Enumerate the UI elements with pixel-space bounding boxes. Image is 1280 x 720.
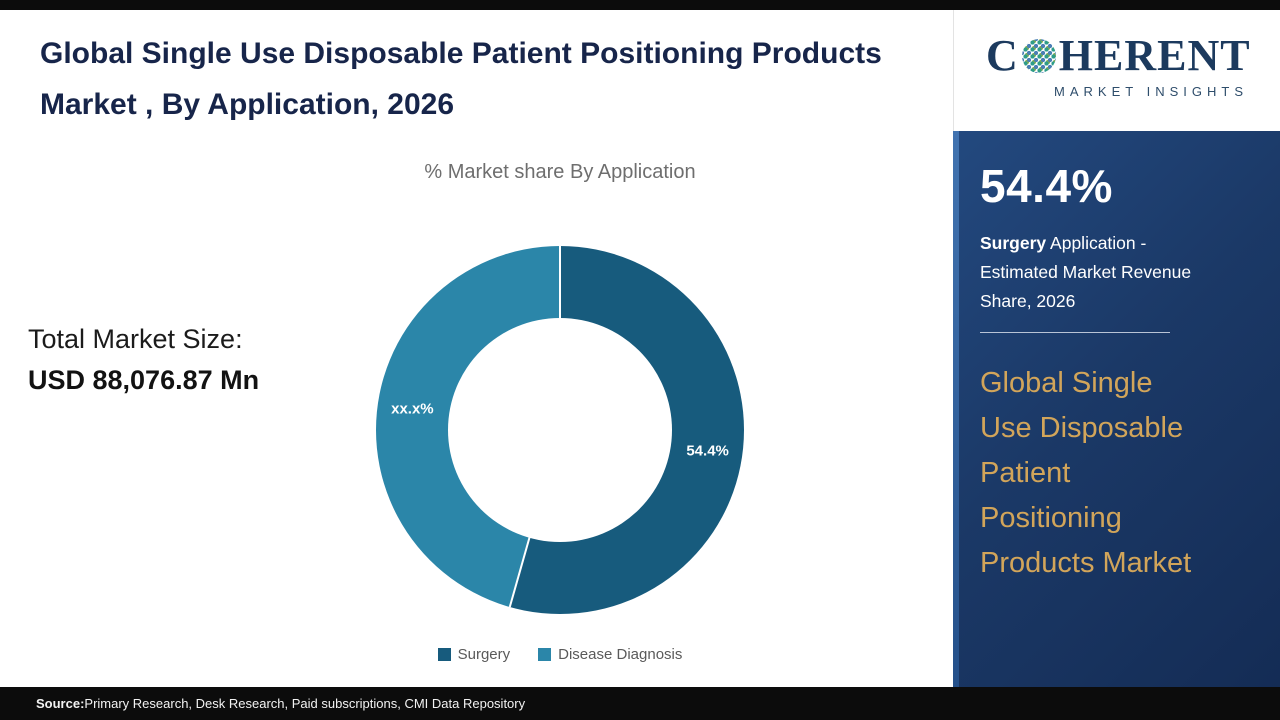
market-size-value: USD 88,076.87 Mn <box>28 365 260 395</box>
logo-text-c: C <box>986 31 1019 80</box>
logo-subtitle: MARKET INSIGHTS <box>1054 84 1248 99</box>
source-text: Primary Research, Desk Research, Paid su… <box>84 696 526 711</box>
source-label: Source: <box>36 696 85 711</box>
sidebar: C HERENT MARKET INSIGHTS 54.4% Surgery A… <box>953 10 1280 687</box>
bottom-source-bar: Source: Primary Research, Desk Research,… <box>0 687 1280 720</box>
logo-text-herent: HERENT <box>1058 31 1251 80</box>
stat-value: 54.4% <box>980 160 1113 212</box>
top-border-bar <box>0 0 1280 10</box>
sidebar-market-name: Global Single Use Disposable Patient Pos… <box>980 367 1192 579</box>
legend-swatch-surgery <box>437 648 451 661</box>
sidebar-panel: 54.4% Surgery Application - Estimated Ma… <box>953 131 1280 687</box>
legend-label-surgery: Surgery <box>457 646 511 663</box>
legend-item-surgery: Surgery <box>437 646 511 663</box>
slice-label-surgery: 54.4% <box>686 442 729 460</box>
legend-item-disease-diagnosis: Disease Diagnosis <box>538 646 682 663</box>
legend-swatch-disease-diagnosis <box>538 648 552 661</box>
stat-description: Surgery Application - Estimated Market R… <box>980 229 1195 316</box>
brand-logo: C HERENT MARKET INSIGHTS <box>953 10 1280 131</box>
globe-icon <box>1021 39 1056 73</box>
donut-hole <box>448 318 672 542</box>
stat-description-rest: Application - Estimated Market Revenue S… <box>980 233 1192 311</box>
donut-chart: 54.4% xx.x% <box>376 246 744 614</box>
chart-legend: Surgery Disease Diagnosis <box>260 646 860 663</box>
page-title: Global Single Use Disposable Patient Pos… <box>40 37 882 121</box>
slice-label-disease-diagnosis: xx.x% <box>391 400 434 418</box>
market-size-label: Total Market Size: <box>28 324 243 354</box>
total-market-size: Total Market Size: USD 88,076.87 Mn <box>28 324 259 396</box>
chart-title: % Market share By Application <box>424 161 696 183</box>
divider-line <box>980 332 1170 333</box>
legend-label-disease-diagnosis: Disease Diagnosis <box>558 646 683 663</box>
stat-description-bold: Surgery <box>980 233 1047 253</box>
